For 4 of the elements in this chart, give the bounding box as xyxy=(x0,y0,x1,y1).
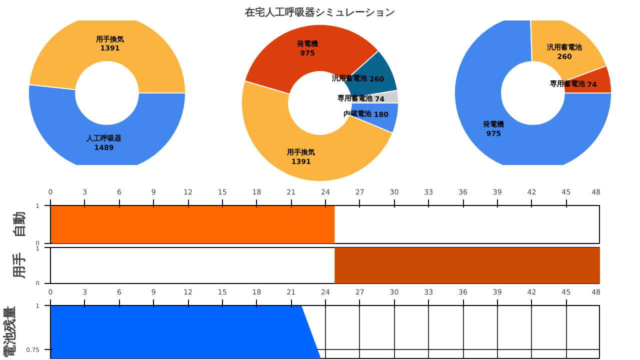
y-axis-title: 自動 xyxy=(12,212,28,238)
chart-title: 在宅人工呼吸器シミュレーション xyxy=(244,6,395,18)
y-axis-title: 用手 xyxy=(12,252,28,280)
y-axis-title: 電池残量 xyxy=(3,306,18,358)
